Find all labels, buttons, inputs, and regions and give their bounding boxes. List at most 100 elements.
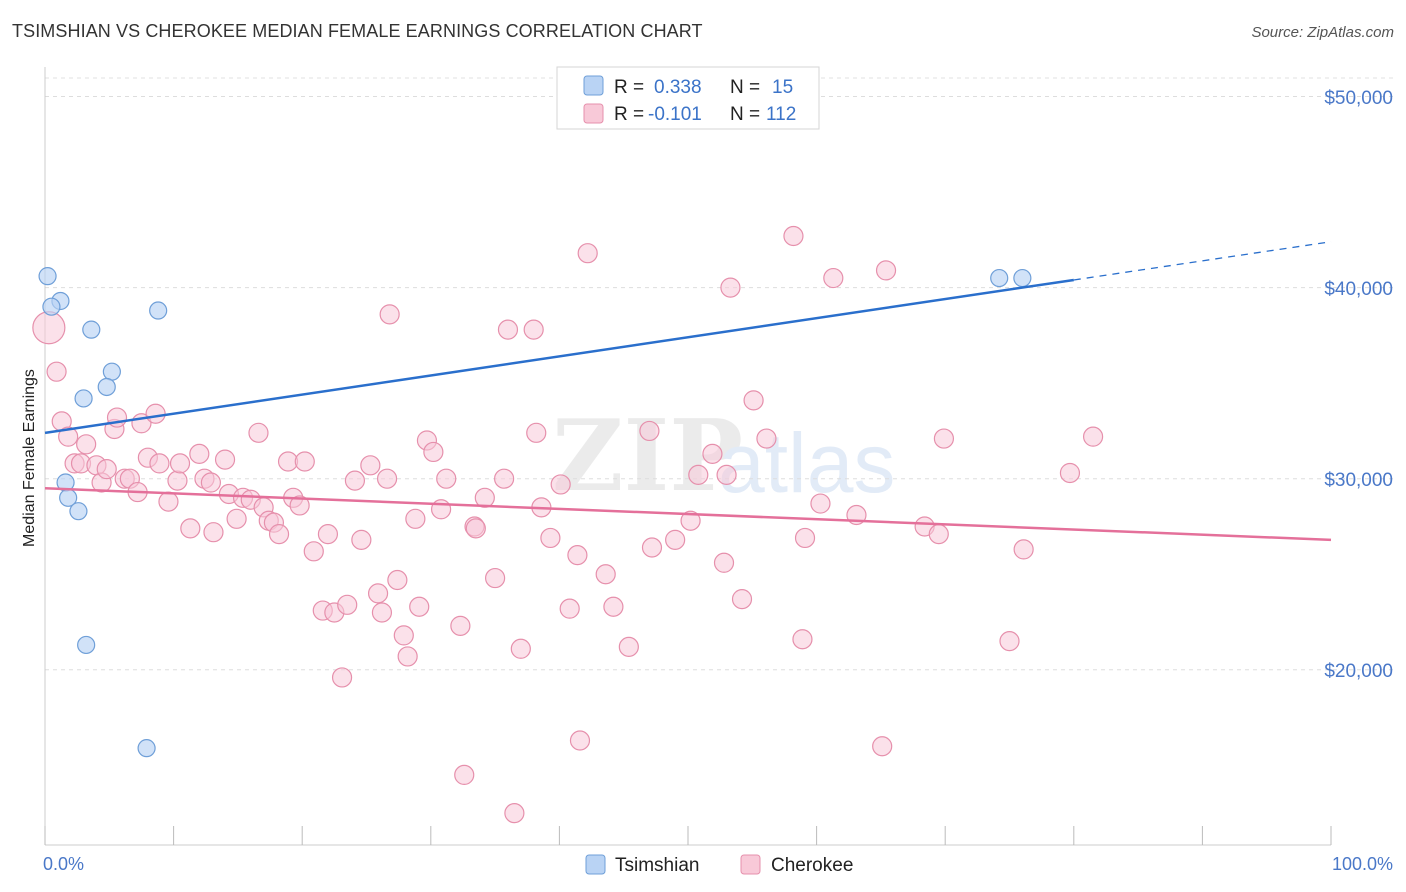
cherokee-point [1013, 539, 1034, 560]
cherokee-point [465, 518, 486, 539]
stats-legend: R = 0.338 N = 15 R = -0.101 N = 112 [556, 66, 820, 130]
x-tick-label-min: 0.0% [43, 854, 84, 874]
cherokee-point [430, 499, 452, 520]
cherokee-point [720, 277, 741, 298]
cherokee-point [641, 537, 663, 558]
cherokee-point [409, 596, 430, 617]
cherokee-point [214, 449, 236, 470]
cherokee-series [32, 225, 1104, 824]
x-tick-label-max: 100.0% [1332, 854, 1393, 874]
tsimshian-point [69, 502, 88, 521]
cherokee-r-label: R = [614, 104, 644, 125]
cherokee-point [603, 596, 624, 617]
cherokee-point [226, 508, 247, 529]
cherokee-point [158, 491, 179, 512]
cherokee-point [167, 470, 188, 491]
cherokee-point [497, 319, 519, 340]
legend-tsimshian-swatch [585, 854, 606, 875]
tsimshian-trend-line [44, 278, 1074, 435]
cherokee-point [203, 522, 224, 543]
cherokee-point [149, 453, 170, 474]
cherokee-point [875, 260, 897, 281]
y-tick-label: $30,000 [1324, 470, 1393, 491]
cherokee-point [823, 267, 844, 289]
legend-cherokee-label: Cherokee [771, 855, 853, 876]
tsimshian-swatch [583, 75, 604, 96]
cherokee-point [450, 615, 471, 636]
cherokee-point [379, 304, 400, 325]
cherokee-point [688, 464, 709, 485]
cherokee-point [933, 428, 955, 449]
cherokee-n-value: 112 [766, 104, 796, 125]
cherokee-point [999, 631, 1020, 652]
cherokee-point [731, 588, 753, 610]
cherokee-r-value: -0.101 [648, 104, 702, 125]
cherokee-point [680, 510, 701, 531]
cherokee-point [713, 552, 735, 573]
cherokee-point [618, 636, 639, 657]
cherokee-point [76, 434, 97, 455]
legend-cherokee-swatch [740, 854, 761, 875]
cherokee-point [872, 736, 893, 757]
tsimshian-trend-extension [1073, 241, 1332, 281]
cherokee-swatch [583, 103, 604, 124]
cherokee-point [337, 594, 358, 615]
cherokee-point [145, 403, 166, 424]
tsimshian-point [38, 267, 57, 286]
cherokee-point [289, 495, 310, 516]
cherokee-point [540, 527, 561, 549]
cherokee-point [665, 529, 686, 550]
cherokee-point [371, 602, 393, 623]
trend-lines [44, 241, 1332, 542]
tsimshian-point [137, 739, 156, 758]
tsimshian-point [82, 320, 101, 339]
y-axis-label: Median Female Earnings [21, 369, 38, 547]
cherokee-point [248, 422, 269, 443]
cherokee-point [46, 361, 67, 382]
gridlines [45, 77, 1395, 671]
y-tick-label: $40,000 [1324, 279, 1393, 300]
cherokee-point [510, 638, 531, 659]
cherokee-point [376, 468, 398, 489]
cherokee-point [494, 468, 515, 489]
cherokee-point [393, 625, 414, 646]
tsimshian-r-label: R = [614, 77, 644, 98]
cherokee-point [360, 455, 381, 476]
tsimshian-point [990, 268, 1009, 288]
cherokee-point [569, 730, 591, 751]
cherokee-point [577, 243, 598, 264]
cherokee-point [189, 443, 210, 464]
cherokee-point [485, 567, 506, 589]
cherokee-point [526, 422, 547, 443]
cherokee-point [303, 541, 324, 562]
cherokee-point [702, 443, 723, 464]
legend-tsimshian-label: Tsimshian [615, 855, 699, 876]
cherokee-point [550, 474, 571, 495]
x-tick-marks [44, 826, 1332, 845]
cherokee-point [1059, 462, 1081, 484]
cherokee-point [639, 420, 660, 442]
tsimshian-point [74, 389, 93, 408]
cherokee-point [58, 426, 79, 447]
watermark-atlas: atlas [718, 416, 895, 510]
chart-title: TSIMSHIAN VS CHEROKEE MEDIAN FEMALE EARN… [12, 21, 703, 41]
cherokee-point [595, 564, 616, 585]
cherokee-point [1082, 426, 1104, 447]
cherokee-point [504, 803, 525, 824]
cherokee-point [268, 524, 290, 545]
tsimshian-point [102, 362, 121, 381]
cherokee-point [351, 529, 372, 550]
tsimshian-point [42, 297, 61, 316]
cherokee-point [783, 225, 804, 247]
cherokee-point [559, 598, 580, 619]
cherokee-point [317, 524, 339, 545]
cherokee-n-label: N = [730, 104, 760, 125]
tsimshian-r-value: 0.338 [654, 77, 702, 98]
cherokee-point [794, 527, 816, 549]
cherokee-point [344, 470, 366, 491]
cherokee-point [743, 390, 764, 411]
cherokee-point [810, 493, 831, 514]
tsimshian-n-value: 15 [772, 77, 793, 98]
series-legend: Tsimshian Cherokee [585, 854, 853, 876]
